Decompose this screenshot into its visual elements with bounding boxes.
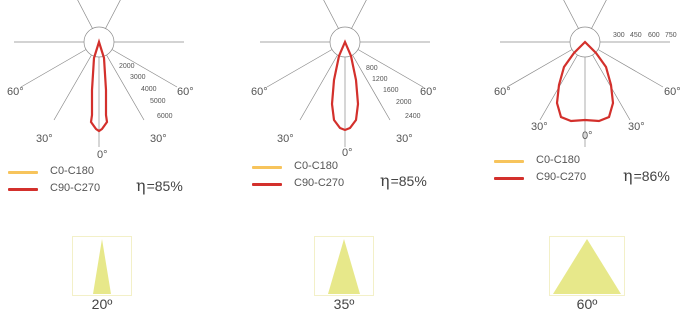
beam-angle-label: 60º bbox=[576, 296, 598, 312]
grid-spoke bbox=[77, 0, 93, 29]
legend-swatch-c90 bbox=[8, 188, 38, 191]
scale-label: 750 bbox=[665, 32, 677, 39]
legend-label: C0-C180 bbox=[536, 154, 581, 166]
legend-label: C90-C270 bbox=[50, 182, 101, 194]
scale-label: 5000 bbox=[150, 98, 166, 105]
grid-spoke bbox=[53, 54, 92, 121]
angle-label-right30: 30° bbox=[628, 121, 645, 133]
scale-label: 3000 bbox=[130, 74, 146, 81]
scale-label: 1600 bbox=[383, 87, 399, 94]
legend-swatch-c0 bbox=[8, 171, 38, 174]
panel-35deg: 800 1200 1600 2000 2400 60° 60° 30° 30° … bbox=[230, 0, 458, 322]
efficiency-value: η=86% bbox=[623, 166, 670, 185]
beam-frame bbox=[549, 236, 625, 296]
legend-label: C90-C270 bbox=[536, 171, 587, 183]
angle-label-bottom0: 0° bbox=[342, 147, 353, 159]
polar-grid bbox=[260, 0, 430, 147]
scale-label: 300 bbox=[613, 32, 625, 39]
angle-labels: 60° 60° 30° 30° 0° bbox=[7, 86, 194, 161]
grid-spoke bbox=[563, 0, 579, 29]
scale-label: 450 bbox=[630, 32, 642, 39]
efficiency-number: =85% bbox=[146, 178, 183, 194]
angle-label-right60: 60° bbox=[420, 86, 437, 98]
panel-60deg: 300 450 600 750 60° 60° 30° 30° 0° C0-C1… bbox=[457, 0, 685, 322]
eta-symbol: η bbox=[380, 171, 390, 190]
eta-symbol: η bbox=[136, 176, 146, 195]
scale-labels: 800 1200 1600 2000 2400 bbox=[366, 65, 421, 120]
angle-label-right60: 60° bbox=[177, 86, 194, 98]
polar-diagram: 2000 3000 4000 5000 6000 60° 60° 30° 30°… bbox=[7, 0, 194, 161]
polar-diagram: 300 450 600 750 60° 60° 30° 30° 0° bbox=[494, 0, 681, 147]
scale-label: 800 bbox=[366, 65, 378, 72]
scale-label: 1200 bbox=[372, 76, 388, 83]
legend-swatch-c90 bbox=[494, 177, 524, 180]
scale-labels: 300 450 600 750 bbox=[613, 32, 677, 39]
beam-frame bbox=[314, 236, 374, 296]
efficiency-value: η=85% bbox=[136, 176, 183, 195]
angle-label-right30: 30° bbox=[150, 133, 167, 145]
efficiency-number: =85% bbox=[390, 173, 427, 189]
legend-label: C0-C180 bbox=[50, 165, 95, 177]
panel-20deg: 2000 3000 4000 5000 6000 60° 60° 30° 30°… bbox=[0, 0, 228, 322]
beam-icon bbox=[314, 236, 374, 296]
scale-label: 2000 bbox=[396, 99, 412, 106]
grid-spoke bbox=[266, 49, 333, 88]
curve-c90-c270 bbox=[89, 38, 109, 133]
grid-spoke bbox=[591, 0, 607, 29]
grid-spoke bbox=[106, 54, 145, 121]
angle-labels: 60° 60° 30° 30° 0° bbox=[494, 86, 681, 142]
angle-label-bottom0: 0° bbox=[582, 130, 593, 142]
grid-spoke bbox=[352, 54, 391, 121]
angle-label-left30: 30° bbox=[277, 133, 294, 145]
legend-label: C90-C270 bbox=[294, 177, 345, 189]
grid-spoke bbox=[351, 0, 367, 29]
grid-spoke bbox=[105, 0, 121, 29]
beam-frame bbox=[72, 236, 132, 296]
grid-spoke bbox=[111, 49, 178, 88]
angle-label-left60: 60° bbox=[494, 86, 511, 98]
beam-cone bbox=[328, 239, 360, 294]
grid-spoke bbox=[506, 49, 573, 88]
grid-spoke bbox=[597, 49, 664, 88]
grid-spoke bbox=[299, 54, 338, 121]
beam-cone bbox=[93, 239, 111, 294]
angle-label-bottom0: 0° bbox=[97, 149, 108, 161]
polar-diagram: 800 1200 1600 2000 2400 60° 60° 30° 30° … bbox=[251, 0, 437, 159]
beam-cone bbox=[553, 239, 621, 294]
legend-swatch-c90 bbox=[252, 183, 282, 186]
scale-label: 6000 bbox=[157, 113, 173, 120]
scale-labels: 2000 3000 4000 5000 6000 bbox=[119, 63, 173, 120]
scale-label: 2400 bbox=[405, 113, 421, 120]
beam-angle-label: 20º bbox=[91, 296, 113, 312]
curve-c90-c270 bbox=[555, 40, 615, 123]
legend-swatch-c0 bbox=[494, 160, 524, 163]
beam-icon bbox=[72, 236, 132, 296]
legend-swatch-c0 bbox=[252, 166, 282, 169]
scale-label: 600 bbox=[648, 32, 660, 39]
polar-grid bbox=[14, 0, 184, 147]
efficiency-number: =86% bbox=[633, 168, 670, 184]
beam-icon bbox=[549, 236, 625, 296]
beam-angle-label: 35º bbox=[333, 296, 355, 312]
angle-label-right30: 30° bbox=[396, 133, 413, 145]
scale-label: 4000 bbox=[141, 86, 157, 93]
grid-spoke bbox=[20, 49, 87, 88]
angle-label-left60: 60° bbox=[7, 86, 24, 98]
angle-labels: 60° 60° 30° 30° 0° bbox=[251, 86, 437, 159]
angle-label-left30: 30° bbox=[36, 133, 53, 145]
curve-c90-c270 bbox=[330, 39, 360, 132]
grid-spoke bbox=[323, 0, 339, 29]
legend-label: C0-C180 bbox=[294, 160, 339, 172]
scale-label: 2000 bbox=[119, 63, 135, 70]
angle-label-right60: 60° bbox=[664, 86, 681, 98]
efficiency-value: η=85% bbox=[380, 171, 427, 190]
angle-label-left30: 30° bbox=[531, 121, 548, 133]
eta-symbol: η bbox=[623, 166, 633, 185]
grid-spoke bbox=[357, 49, 424, 88]
angle-label-left60: 60° bbox=[251, 86, 268, 98]
